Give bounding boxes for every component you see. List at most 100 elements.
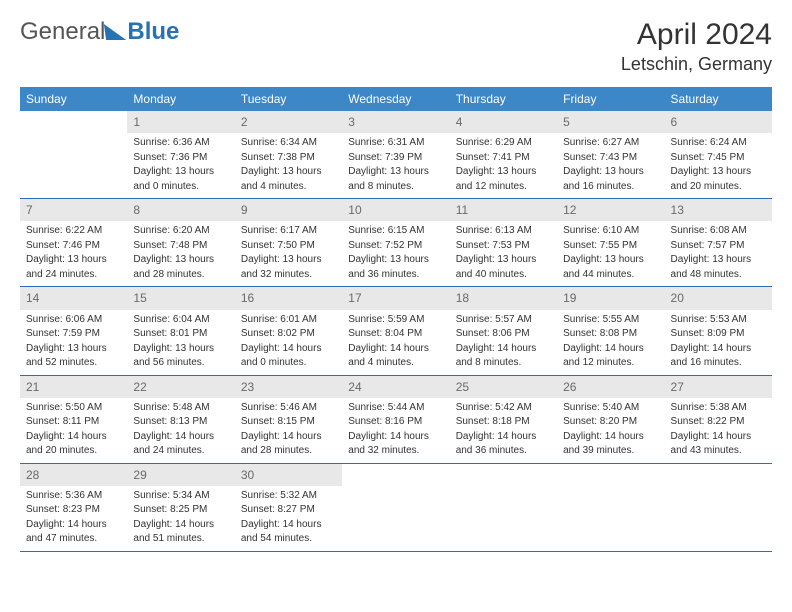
day-number: 23	[235, 376, 342, 398]
calendar-cell: 11Sunrise: 6:13 AMSunset: 7:53 PMDayligh…	[450, 199, 557, 287]
daylight-line1: Daylight: 14 hours	[563, 342, 658, 356]
sunrise-text: Sunrise: 6:22 AM	[26, 224, 121, 238]
sunrise-text: Sunrise: 5:57 AM	[456, 313, 551, 327]
sunrise-text: Sunrise: 5:46 AM	[241, 401, 336, 415]
day-number: 28	[20, 464, 127, 486]
day-number: 22	[127, 376, 234, 398]
header: General Blue April 2024 Letschin, German…	[20, 18, 772, 75]
sunrise-text: Sunrise: 6:13 AM	[456, 224, 551, 238]
sunrise-text: Sunrise: 6:01 AM	[241, 313, 336, 327]
calendar-cell: 24Sunrise: 5:44 AMSunset: 8:16 PMDayligh…	[342, 375, 449, 463]
sunrise-text: Sunrise: 6:29 AM	[456, 136, 551, 150]
day-body: Sunrise: 5:53 AMSunset: 8:09 PMDaylight:…	[665, 310, 772, 375]
day-number: 26	[557, 376, 664, 398]
daylight-line2: and 39 minutes.	[563, 444, 658, 458]
daylight-line1: Daylight: 13 hours	[563, 253, 658, 267]
month-title: April 2024	[621, 18, 772, 52]
day-body: Sunrise: 5:55 AMSunset: 8:08 PMDaylight:…	[557, 310, 664, 375]
calendar-cell: 19Sunrise: 5:55 AMSunset: 8:08 PMDayligh…	[557, 287, 664, 375]
daylight-line2: and 24 minutes.	[26, 268, 121, 282]
sunset-text: Sunset: 7:59 PM	[26, 327, 121, 341]
sunrise-text: Sunrise: 5:38 AM	[671, 401, 766, 415]
daylight-line1: Daylight: 13 hours	[26, 342, 121, 356]
calendar-cell: 3Sunrise: 6:31 AMSunset: 7:39 PMDaylight…	[342, 111, 449, 199]
sunrise-text: Sunrise: 5:48 AM	[133, 401, 228, 415]
calendar-cell	[665, 463, 772, 551]
sunset-text: Sunset: 8:18 PM	[456, 415, 551, 429]
day-number: 24	[342, 376, 449, 398]
daylight-line1: Daylight: 13 hours	[133, 165, 228, 179]
sunset-text: Sunset: 7:55 PM	[563, 239, 658, 253]
day-body: Sunrise: 5:40 AMSunset: 8:20 PMDaylight:…	[557, 398, 664, 463]
day-body: Sunrise: 6:10 AMSunset: 7:55 PMDaylight:…	[557, 221, 664, 286]
day-number: 17	[342, 287, 449, 309]
day-body: Sunrise: 6:20 AMSunset: 7:48 PMDaylight:…	[127, 221, 234, 286]
calendar-cell: 23Sunrise: 5:46 AMSunset: 8:15 PMDayligh…	[235, 375, 342, 463]
daylight-line1: Daylight: 14 hours	[563, 430, 658, 444]
day-body: Sunrise: 6:17 AMSunset: 7:50 PMDaylight:…	[235, 221, 342, 286]
sunset-text: Sunset: 8:22 PM	[671, 415, 766, 429]
calendar-cell: 29Sunrise: 5:34 AMSunset: 8:25 PMDayligh…	[127, 463, 234, 551]
sunrise-text: Sunrise: 6:06 AM	[26, 313, 121, 327]
daylight-line2: and 12 minutes.	[563, 356, 658, 370]
sunrise-text: Sunrise: 6:08 AM	[671, 224, 766, 238]
day-body: Sunrise: 6:06 AMSunset: 7:59 PMDaylight:…	[20, 310, 127, 375]
day-number: 5	[557, 111, 664, 133]
daylight-line1: Daylight: 14 hours	[26, 430, 121, 444]
daylight-line2: and 32 minutes.	[241, 268, 336, 282]
daylight-line1: Daylight: 14 hours	[456, 342, 551, 356]
sunset-text: Sunset: 8:11 PM	[26, 415, 121, 429]
calendar-cell: 14Sunrise: 6:06 AMSunset: 7:59 PMDayligh…	[20, 287, 127, 375]
day-number: 21	[20, 376, 127, 398]
sunrise-text: Sunrise: 5:34 AM	[133, 489, 228, 503]
calendar-week-row: 28Sunrise: 5:36 AMSunset: 8:23 PMDayligh…	[20, 463, 772, 551]
weekday-header-row: Sunday Monday Tuesday Wednesday Thursday…	[20, 87, 772, 111]
sunset-text: Sunset: 8:16 PM	[348, 415, 443, 429]
day-number: 15	[127, 287, 234, 309]
sunset-text: Sunset: 8:04 PM	[348, 327, 443, 341]
daylight-line1: Daylight: 13 hours	[348, 253, 443, 267]
day-number: 29	[127, 464, 234, 486]
sunset-text: Sunset: 8:09 PM	[671, 327, 766, 341]
daylight-line2: and 32 minutes.	[348, 444, 443, 458]
calendar-cell: 4Sunrise: 6:29 AMSunset: 7:41 PMDaylight…	[450, 111, 557, 199]
daylight-line1: Daylight: 13 hours	[133, 253, 228, 267]
calendar-cell: 2Sunrise: 6:34 AMSunset: 7:38 PMDaylight…	[235, 111, 342, 199]
day-body: Sunrise: 5:57 AMSunset: 8:06 PMDaylight:…	[450, 310, 557, 375]
day-body: Sunrise: 6:27 AMSunset: 7:43 PMDaylight:…	[557, 133, 664, 198]
calendar-cell: 17Sunrise: 5:59 AMSunset: 8:04 PMDayligh…	[342, 287, 449, 375]
sunrise-text: Sunrise: 5:42 AM	[456, 401, 551, 415]
daylight-line1: Daylight: 14 hours	[456, 430, 551, 444]
sunset-text: Sunset: 8:27 PM	[241, 503, 336, 517]
daylight-line2: and 20 minutes.	[26, 444, 121, 458]
sunset-text: Sunset: 7:52 PM	[348, 239, 443, 253]
day-body: Sunrise: 5:59 AMSunset: 8:04 PMDaylight:…	[342, 310, 449, 375]
sunset-text: Sunset: 8:02 PM	[241, 327, 336, 341]
sunset-text: Sunset: 7:46 PM	[26, 239, 121, 253]
day-number: 4	[450, 111, 557, 133]
daylight-line2: and 16 minutes.	[671, 356, 766, 370]
sunrise-text: Sunrise: 5:55 AM	[563, 313, 658, 327]
daylight-line2: and 51 minutes.	[133, 532, 228, 546]
calendar-week-row: 21Sunrise: 5:50 AMSunset: 8:11 PMDayligh…	[20, 375, 772, 463]
day-number: 13	[665, 199, 772, 221]
day-body: Sunrise: 5:48 AMSunset: 8:13 PMDaylight:…	[127, 398, 234, 463]
day-number: 10	[342, 199, 449, 221]
day-body: Sunrise: 6:29 AMSunset: 7:41 PMDaylight:…	[450, 133, 557, 198]
daylight-line1: Daylight: 13 hours	[26, 253, 121, 267]
logo-text-blue: Blue	[127, 18, 179, 46]
sunrise-text: Sunrise: 6:15 AM	[348, 224, 443, 238]
weekday-friday: Friday	[557, 87, 664, 111]
day-body: Sunrise: 6:04 AMSunset: 8:01 PMDaylight:…	[127, 310, 234, 375]
daylight-line2: and 24 minutes.	[133, 444, 228, 458]
calendar-cell: 15Sunrise: 6:04 AMSunset: 8:01 PMDayligh…	[127, 287, 234, 375]
daylight-line2: and 12 minutes.	[456, 180, 551, 194]
daylight-line1: Daylight: 14 hours	[241, 518, 336, 532]
sunrise-text: Sunrise: 6:10 AM	[563, 224, 658, 238]
sunrise-text: Sunrise: 5:50 AM	[26, 401, 121, 415]
daylight-line1: Daylight: 13 hours	[133, 342, 228, 356]
day-body: Sunrise: 6:08 AMSunset: 7:57 PMDaylight:…	[665, 221, 772, 286]
calendar-cell: 8Sunrise: 6:20 AMSunset: 7:48 PMDaylight…	[127, 199, 234, 287]
calendar-cell	[20, 111, 127, 199]
daylight-line1: Daylight: 14 hours	[133, 518, 228, 532]
